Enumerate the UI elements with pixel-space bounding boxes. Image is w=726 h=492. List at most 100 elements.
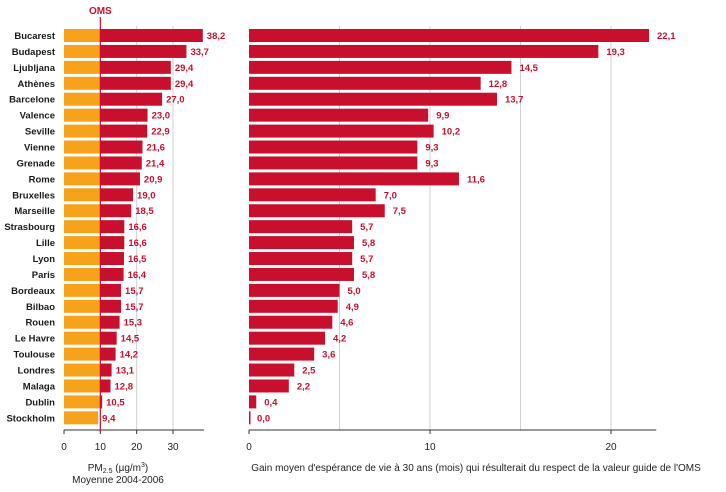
left-value-label: 22,9 [151, 127, 170, 138]
right-bar [249, 76, 481, 90]
left-bar-below-oms [64, 252, 101, 266]
city-label: Toulouse [13, 350, 55, 361]
right-tick-label: 0 [246, 442, 252, 453]
right-bar [249, 108, 429, 122]
right-value-label: 13,7 [505, 95, 523, 106]
left-value-label: 14,2 [120, 350, 138, 361]
right-value-label: 4,2 [333, 334, 346, 345]
left-bar-below-oms [64, 395, 101, 409]
left-x-axis-label-sub: 2.5 [103, 468, 113, 475]
city-label: Rome [29, 174, 55, 185]
left-bar [100, 315, 120, 329]
left-bar [100, 108, 148, 122]
left-bar [100, 252, 124, 266]
left-bar [100, 44, 187, 58]
right-value-label: 22,1 [657, 31, 676, 42]
right-value-label: 10,2 [442, 127, 461, 138]
city-label: Rouen [25, 318, 55, 329]
city-label: Barcelone [9, 95, 55, 106]
left-bar-below-oms [64, 220, 101, 234]
left-tick-label: 20 [131, 442, 143, 453]
city-label: Le Havre [15, 334, 55, 345]
left-bar-below-oms [64, 379, 101, 393]
right-bar [249, 124, 434, 138]
left-tick-label: 30 [167, 442, 179, 453]
left-bar-below-oms [64, 363, 101, 377]
left-value-label: 14,5 [121, 334, 140, 345]
left-bar [100, 347, 116, 361]
city-label: Grenade [16, 158, 55, 169]
right-bar [249, 379, 289, 393]
left-value-label: 20,9 [144, 174, 163, 185]
left-value-label: 19,0 [137, 190, 156, 201]
right-value-label: 5,7 [360, 222, 373, 233]
left-bar [100, 283, 122, 297]
city-label: Ljubljana [13, 63, 55, 74]
city-label: Vienne [24, 143, 55, 154]
right-bar [249, 267, 354, 281]
left-bar-below-oms [64, 267, 101, 281]
left-value-label: 21,4 [146, 158, 165, 169]
right-value-label: 2,2 [297, 381, 310, 392]
right-bar [249, 252, 353, 266]
left-x-axis-label-unit: (µg/m [112, 463, 141, 474]
right-value-labels: 22,1 19,3 14,5 12,8 13,7 9,9 10,2 9,3 9,3 11,6 7,0… [257, 31, 676, 424]
right-value-label: 19,3 [606, 47, 625, 58]
left-bar-below-oms [64, 315, 101, 329]
city-label: Stockholm [6, 413, 55, 424]
right-bar [249, 44, 599, 58]
oms-label: OMS [89, 6, 112, 17]
right-bar [249, 331, 326, 345]
right-value-label: 0,0 [257, 413, 270, 424]
right-value-label: 2,5 [302, 366, 316, 377]
city-label: Malaga [23, 381, 56, 392]
left-value-label: 27,0 [166, 95, 185, 106]
right-value-label: 3,6 [322, 350, 335, 361]
right-bars [249, 29, 650, 425]
left-value-labels: 38,2 33,7 29,4 29,4 27,0 23,0 22,9 21,6 21,4 20,9… [102, 31, 225, 424]
left-bar [100, 236, 125, 250]
left-bar [100, 76, 171, 90]
right-bar [249, 220, 353, 234]
city-label: Paris [32, 270, 55, 281]
left-bar-below-oms [64, 156, 101, 170]
left-value-label: 33,7 [190, 47, 209, 58]
right-value-label: 9,3 [425, 143, 438, 154]
left-bar-below-oms [64, 76, 101, 90]
left-value-label: 15,7 [125, 286, 144, 297]
left-bar-below-oms [64, 44, 101, 58]
right-bar [249, 60, 512, 74]
left-bar [100, 92, 163, 106]
right-bar [249, 363, 295, 377]
left-tick-label: 0 [61, 442, 67, 453]
left-bar-below-oms [64, 92, 101, 106]
right-value-label: 9,9 [436, 111, 449, 122]
left-bar-below-oms [64, 236, 101, 250]
left-x-axis-label-sup: 3 [141, 462, 145, 469]
left-bar [100, 140, 143, 154]
right-value-label: 4,9 [346, 302, 359, 313]
left-bar [100, 331, 117, 345]
left-value-label: 23,0 [152, 111, 171, 122]
left-bar [100, 60, 171, 74]
left-bar-below-oms [64, 140, 101, 154]
right-bar [249, 172, 459, 186]
left-bar-below-oms [64, 108, 101, 122]
left-bar-below-oms [64, 331, 101, 345]
city-label: Strasbourg [4, 222, 55, 233]
left-value-label: 16,6 [128, 222, 147, 233]
right-bar [249, 29, 650, 42]
right-value-label: 5,8 [362, 238, 375, 249]
right-value-label: 12,8 [489, 79, 508, 90]
left-bar [100, 204, 132, 218]
left-value-label: 12,8 [115, 381, 134, 392]
left-bar-below-oms [64, 188, 101, 202]
right-bar [249, 92, 497, 106]
right-bar [249, 156, 418, 170]
right-bar [249, 347, 315, 361]
right-value-label: 0,4 [264, 397, 278, 408]
left-bar-below-oms [64, 29, 101, 42]
right-bar [249, 395, 257, 409]
city-label: Bruxelles [12, 190, 55, 201]
